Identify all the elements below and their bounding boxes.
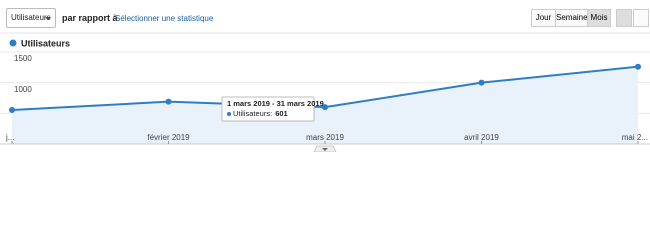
- legend-dot: [9, 39, 17, 47]
- point: [165, 98, 172, 105]
- x-tick-label: mai 2...: [622, 133, 648, 142]
- point: [635, 63, 641, 70]
- day-button[interactable]: Jour: [531, 9, 556, 27]
- y-tick-label: 1000: [14, 85, 32, 94]
- tooltip-title: 1 mars 2019 - 31 mars 2019: [227, 99, 324, 108]
- month-button[interactable]: Mois: [587, 9, 611, 27]
- tooltip-text: Utilisateurs: 601: [233, 109, 288, 118]
- x-tick-label: mars 2019: [306, 133, 344, 142]
- y-tick-label: 1500: [14, 54, 32, 63]
- collapse-arrow: [322, 148, 328, 151]
- tooltip: [221, 96, 315, 122]
- page: Utilisateurs par rapport à Sélectionner …: [0, 8, 650, 152]
- compare-label: par rapport à: [62, 13, 118, 23]
- chart: Utilisateurs50010001500j...février 2019m…: [0, 32, 650, 152]
- week-button[interactable]: Semaine: [555, 9, 588, 27]
- point: [322, 104, 328, 111]
- metric-dropdown[interactable]: Utilisateurs: [6, 8, 56, 28]
- point: [478, 79, 485, 86]
- tooltip-value: 601: [275, 109, 288, 118]
- motion-chart-icon[interactable]: [633, 9, 649, 27]
- area: [12, 66, 638, 144]
- line-chart-icon[interactable]: [616, 9, 632, 27]
- tooltip-label: Utilisateurs:: [233, 109, 272, 118]
- x-tick-label: avril 2019: [464, 133, 499, 142]
- select-link[interactable]: Sélectionner une statistique: [115, 14, 214, 23]
- tooltip-dot: [227, 112, 231, 116]
- point: [9, 106, 15, 113]
- legend-label: Utilisateurs: [21, 38, 70, 48]
- x-tick-label: février 2019: [147, 133, 190, 142]
- x-tick-label: j...: [5, 133, 14, 142]
